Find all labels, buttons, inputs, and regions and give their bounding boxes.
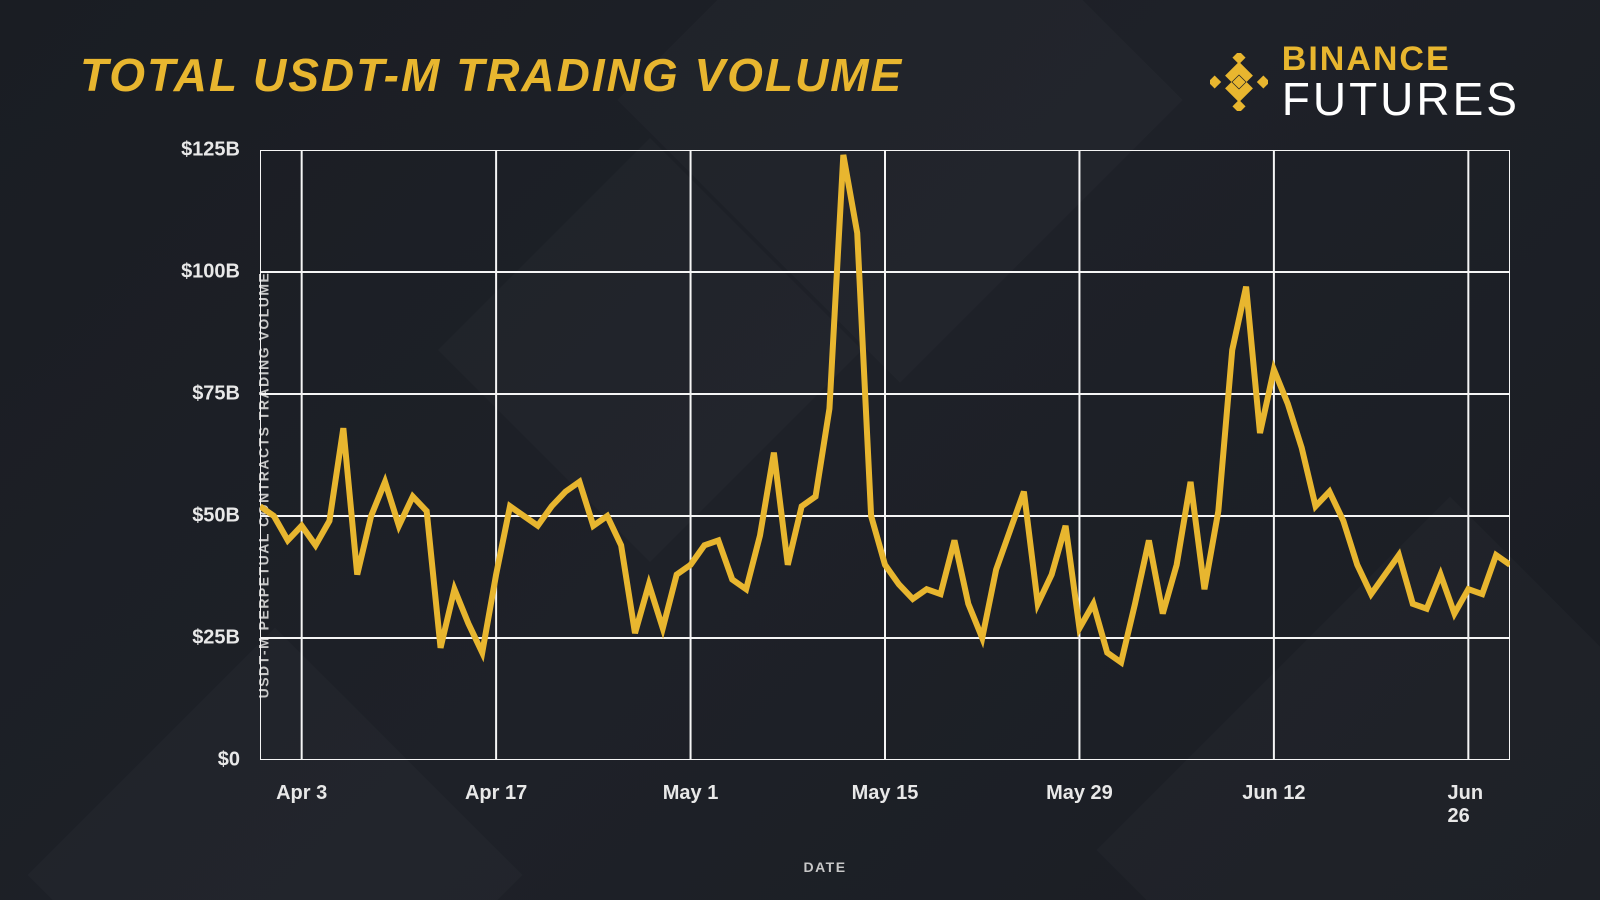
x-tick-label: Jun 26 [1447,782,1489,828]
y-tick-labels: $0$25B$50B$75B$100B$125B [140,150,250,760]
x-tick-label: May 29 [1046,782,1113,805]
x-tick-label: May 1 [663,782,719,805]
y-tick-label: $25B [192,627,240,650]
x-tick-labels: Apr 3Apr 17May 1May 15May 29Jun 12Jun 26 [260,770,1510,820]
x-tick-label: Apr 3 [276,782,327,805]
x-axis-label: DATE [803,859,846,875]
binance-icon [1210,53,1268,111]
y-tick-label: $100B [181,261,240,284]
x-tick-label: May 15 [852,782,919,805]
chart-container: USDT-M PERPETUAL CONTRACTS TRADING VOLUM… [140,150,1510,820]
logo-sub-text: FUTURES [1282,76,1520,122]
y-tick-label: $0 [218,749,240,772]
y-tick-label: $50B [192,505,240,528]
y-tick-label: $125B [181,139,240,162]
y-tick-label: $75B [192,383,240,406]
plot-area [260,150,1510,760]
x-tick-label: Apr 17 [465,782,527,805]
page-title: TOTAL USDT-M TRADING VOLUME [80,48,903,102]
logo-brand-text: BINANCE [1282,42,1520,76]
x-tick-label: Jun 12 [1242,782,1305,805]
chart-svg [260,150,1510,760]
brand-logo: BINANCE FUTURES [1210,42,1520,122]
